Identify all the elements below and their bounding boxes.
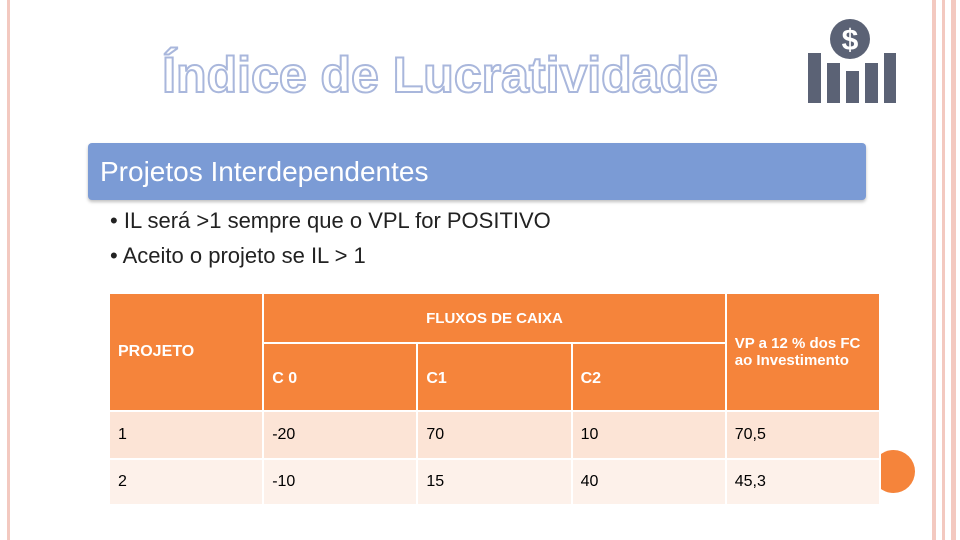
border-stripe [942,0,945,540]
bullet-text: Aceito o projeto se IL > 1 [122,243,366,268]
cell: 70,5 [724,410,882,460]
cell: 70 [416,410,573,460]
border-stripe [951,0,956,540]
header-cell: C1 [416,342,573,412]
border-stripe [7,0,10,540]
header-cell: VP a 12 % dos FC ao Investimento [724,292,882,412]
section-bar: Projetos Interdependentes [88,143,866,200]
money-icon: $ [808,19,896,103]
bullet-text: IL será >1 sempre que o VPL for POSITIVO [123,208,551,233]
data-table: PROJETO FLUXOS DE CAIXA VP a 12 % dos FC… [107,292,882,506]
bullet: • Aceito o projeto se IL > 1 [110,243,366,268]
header-cell: C 0 [262,342,419,412]
cell: 10 [570,410,727,460]
title-box: Índice de Lucratividade [161,46,719,104]
cell: -20 [262,410,419,460]
header-cell: FLUXOS DE CAIXA [262,292,727,344]
border-stripe [932,0,936,540]
cell: -10 [262,458,419,506]
cell: 1 [107,410,265,460]
bullet: • IL será >1 sempre que o VPL for POSITI… [110,208,551,233]
cell: 15 [416,458,573,506]
header-cell: PROJETO [107,292,265,412]
cell: 40 [570,458,727,506]
header-cell: C2 [570,342,727,412]
slide-title: Índice de Lucratividade [162,47,718,103]
svg-text:$: $ [842,24,859,57]
cell: 2 [107,458,265,506]
cell: 45,3 [724,458,882,506]
